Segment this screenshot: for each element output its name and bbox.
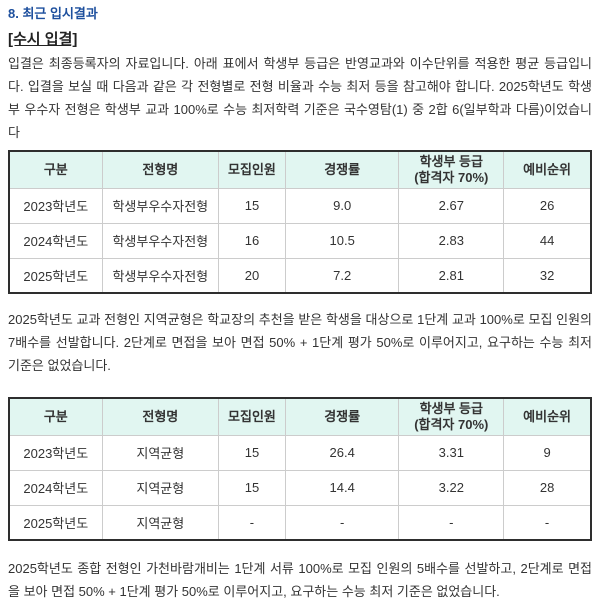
table-cell: -	[284, 504, 400, 541]
table-cell: -	[218, 504, 286, 541]
table-row: 2023학년도 학생부우수자전형 15 9.0 2.67 26	[8, 187, 592, 224]
table-cell: 2024학년도	[8, 469, 103, 506]
table-cell: 14.4	[284, 469, 400, 506]
table-cell: 지역균형	[101, 504, 220, 541]
col-header-mojip-inwon: 모집인원	[218, 150, 286, 189]
table-cell: 2.81	[398, 257, 505, 294]
table-row: 2023학년도 지역균형 15 26.4 3.31 9	[8, 434, 592, 471]
table-cell: 7.2	[284, 257, 400, 294]
table-cell: 지역균형	[101, 434, 220, 471]
table-jiyeok-gyunhyeong: 구분 전형명 모집인원 경쟁률 학생부 등급 (합격자 70%) 예비순위 20…	[8, 397, 592, 541]
table-row: 2025학년도 학생부우수자전형 20 7.2 2.81 32	[8, 257, 592, 294]
table-cell: 지역균형	[101, 469, 220, 506]
table-cell: 28	[503, 469, 592, 506]
table-cell: 3.31	[398, 434, 505, 471]
table-row: 2024학년도 학생부우수자전형 16 10.5 2.83 44	[8, 222, 592, 259]
table-header-row: 구분 전형명 모집인원 경쟁률 학생부 등급 (합격자 70%) 예비순위	[8, 150, 592, 189]
table-cell: 학생부우수자전형	[101, 257, 220, 294]
table-cell: 20	[218, 257, 286, 294]
table-cell: 9	[503, 434, 592, 471]
table-cell: 학생부우수자전형	[101, 187, 220, 224]
table-cell: 26	[503, 187, 592, 224]
table-cell: 15	[218, 434, 286, 471]
col-header-gubun: 구분	[8, 397, 103, 436]
table-cell: 2023학년도	[8, 187, 103, 224]
table-cell: 2025학년도	[8, 257, 103, 294]
table-cell: 26.4	[284, 434, 400, 471]
table-cell: 2024학년도	[8, 222, 103, 259]
table-header-row: 구분 전형명 모집인원 경쟁률 학생부 등급 (합격자 70%) 예비순위	[8, 397, 592, 436]
table-cell: -	[398, 504, 505, 541]
section-heading: 8. 최근 입시결과	[8, 6, 98, 21]
subsection-heading-susi: [수시 입결]	[8, 31, 78, 48]
col-header-mojip-inwon: 모집인원	[218, 397, 286, 436]
table-cell: 2.67	[398, 187, 505, 224]
table-row: 2025학년도 지역균형 - - - -	[8, 504, 592, 541]
col-header-gubun: 구분	[8, 150, 103, 189]
table-hakseangbu-usuja: 구분 전형명 모집인원 경쟁률 학생부 등급 (합격자 70%) 예비순위 20…	[8, 150, 592, 294]
table-cell: 2023학년도	[8, 434, 103, 471]
col-header-yebi-sunwi: 예비순위	[503, 150, 592, 189]
col-header-yebi-sunwi: 예비순위	[503, 397, 592, 436]
table-row: 2024학년도 지역균형 15 14.4 3.22 28	[8, 469, 592, 506]
table-cell: 10.5	[284, 222, 400, 259]
table-cell: 9.0	[284, 187, 400, 224]
intro-paragraph: 입결은 최종등록자의 자료입니다. 아래 표에서 학생부 등급은 반영교과와 이…	[8, 56, 592, 140]
table-cell: 2025학년도	[8, 504, 103, 541]
table-cell: 16	[218, 222, 286, 259]
table-cell: 44	[503, 222, 592, 259]
col-header-jeonhyeong-name: 전형명	[101, 397, 220, 436]
table-cell: 15	[218, 187, 286, 224]
baramgaebi-description-paragraph: 2025학년도 종합 전형인 가천바람개비는 1단계 서류 100%로 모집 인…	[8, 561, 592, 599]
col-header-gyeongjaengnyul: 경쟁률	[284, 397, 400, 436]
jiyeok-description-paragraph: 2025학년도 교과 전형인 지역균형은 학교장의 추천을 받은 학생을 대상으…	[8, 312, 592, 373]
table-cell: 32	[503, 257, 592, 294]
table-cell: -	[503, 504, 592, 541]
col-header-jeonhyeong-name: 전형명	[101, 150, 220, 189]
col-header-gyeongjaengnyul: 경쟁률	[284, 150, 400, 189]
table-cell: 학생부우수자전형	[101, 222, 220, 259]
table-cell: 3.22	[398, 469, 505, 506]
table-cell: 2.83	[398, 222, 505, 259]
col-header-hakseangbu-deunggeup: 학생부 등급 (합격자 70%)	[398, 397, 505, 436]
table-cell: 15	[218, 469, 286, 506]
col-header-hakseangbu-deunggeup: 학생부 등급 (합격자 70%)	[398, 150, 505, 189]
